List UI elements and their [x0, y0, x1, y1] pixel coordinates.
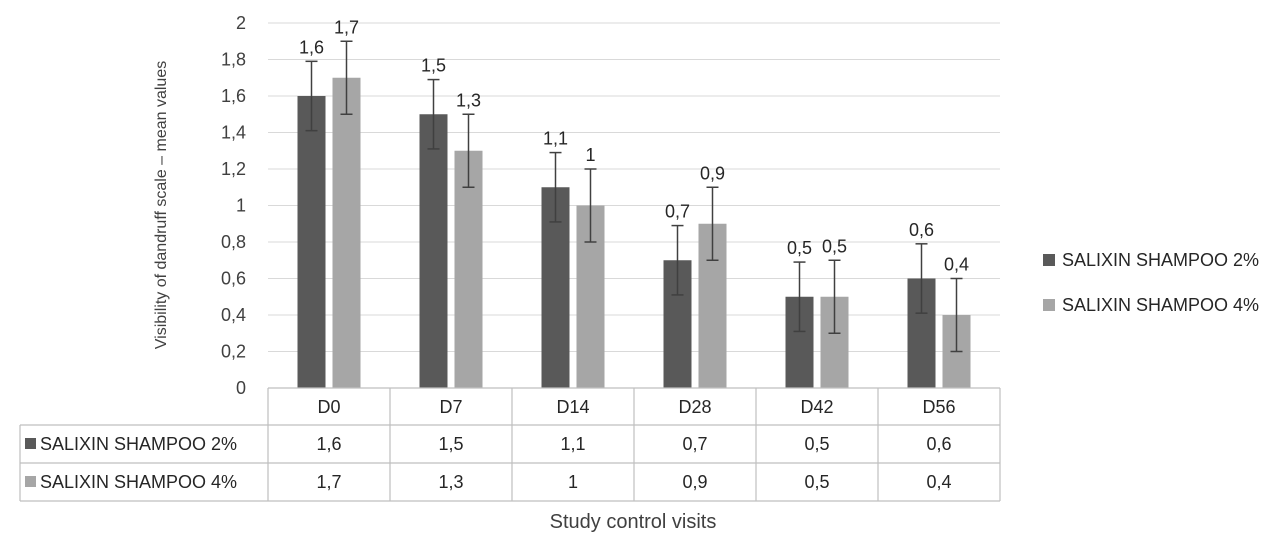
- data-label: 0,6: [909, 220, 934, 240]
- table-cell: 1,3: [438, 472, 463, 492]
- data-labels: 1,6 1,7 1,5 1,3 1,1 1 0,7 0,9 0,5 0,5 0,6 0,4: [299, 17, 969, 274]
- legend-swatch: [1043, 254, 1055, 266]
- y-axis-ticks: 0 0,2 0,4 0,6 0,8 1 1,2 1,4 1,6 1,8 2: [221, 13, 246, 398]
- x-tick-label: D14: [556, 397, 589, 417]
- bar: [297, 96, 326, 388]
- table-cell: 1: [568, 472, 578, 492]
- bar: [419, 114, 448, 388]
- error-bar: [305, 60, 318, 132]
- table-cell: 0,5: [804, 434, 829, 454]
- x-tick-label: D56: [922, 397, 955, 417]
- data-label: 1,3: [456, 90, 481, 110]
- error-bar: [340, 40, 353, 115]
- bars: [297, 77, 971, 388]
- table-cell: 1,7: [316, 472, 341, 492]
- table-cell: 0,9: [682, 472, 707, 492]
- data-label: 1,7: [334, 17, 359, 37]
- error-bar: [706, 186, 719, 261]
- data-label: 1,6: [299, 37, 324, 57]
- x-axis-title: Study control visits: [550, 511, 717, 533]
- y-tick-label: 1,8: [221, 50, 246, 70]
- x-tick-label: D28: [678, 397, 711, 417]
- bar: [454, 150, 483, 388]
- y-tick-label: 1,6: [221, 86, 246, 106]
- legend-label: SALIXIN SHAMPOO 4%: [1062, 295, 1259, 315]
- error-bar: [671, 224, 684, 296]
- error-bar: [828, 259, 841, 334]
- legend-swatch: [1043, 299, 1055, 311]
- gridlines: [268, 22, 1000, 389]
- table-cell: 0,4: [926, 472, 951, 492]
- data-label: 0,9: [700, 163, 725, 183]
- table-cell: 1,1: [560, 434, 585, 454]
- y-tick-label: 0,6: [221, 269, 246, 289]
- data-label: 0,5: [787, 238, 812, 258]
- error-bar: [915, 243, 928, 314]
- y-tick-label: 1,2: [221, 159, 246, 179]
- data-label: 1,1: [543, 129, 568, 149]
- error-bar: [427, 78, 440, 150]
- data-label: 1,5: [421, 56, 446, 76]
- y-tick-label: 2: [236, 13, 246, 33]
- y-tick-label: 0: [236, 378, 246, 398]
- data-label: 0,7: [665, 202, 690, 222]
- legend: SALIXIN SHAMPOO 2% SALIXIN SHAMPOO 4%: [1043, 250, 1259, 315]
- table-row-label: SALIXIN SHAMPOO 4%: [40, 472, 237, 492]
- table-cell: 0,5: [804, 472, 829, 492]
- error-bar: [584, 168, 597, 243]
- y-axis-title: Visibility of dandruff scale – mean valu…: [153, 61, 170, 349]
- x-tick-label: D42: [800, 397, 833, 417]
- y-tick-label: 0,2: [221, 342, 246, 362]
- table-cell: 0,7: [682, 434, 707, 454]
- data-table: D0 D7 D14 D28 D42 D56 SALIXIN SHAMPOO 2% 1,6 1,5…: [19, 387, 1001, 502]
- x-tick-label: D0: [317, 397, 340, 417]
- error-bar: [462, 113, 475, 188]
- x-tick-label: D7: [439, 397, 462, 417]
- legend-label: SALIXIN SHAMPOO 2%: [1062, 250, 1259, 270]
- table-cell: 0,6: [926, 434, 951, 454]
- table-legend-swatch: [25, 476, 36, 487]
- table-cell: 1,5: [438, 434, 463, 454]
- data-label: 0,5: [822, 236, 847, 256]
- table-legend-swatch: [25, 438, 36, 449]
- y-tick-label: 1,4: [221, 123, 246, 143]
- y-tick-label: 0,4: [221, 305, 246, 325]
- error-bar: [793, 261, 806, 333]
- bar: [332, 77, 361, 388]
- table-cell: 1,6: [316, 434, 341, 454]
- error-bar: [549, 151, 562, 223]
- y-tick-label: 0,8: [221, 232, 246, 252]
- error-bars: [305, 40, 963, 353]
- y-tick-label: 1: [236, 196, 246, 216]
- data-label: 1: [585, 145, 595, 165]
- data-label: 0,4: [944, 255, 969, 275]
- table-row-label: SALIXIN SHAMPOO 2%: [40, 434, 237, 454]
- error-bar: [950, 277, 963, 353]
